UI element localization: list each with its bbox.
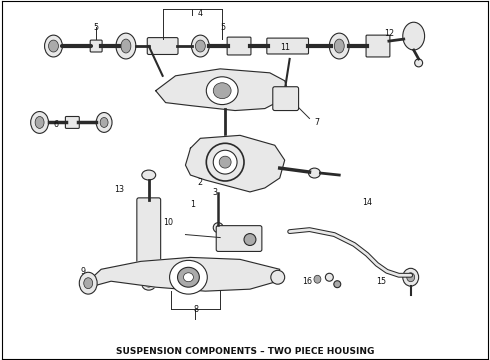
FancyBboxPatch shape [273, 87, 298, 111]
Text: 7: 7 [315, 118, 319, 127]
Ellipse shape [31, 112, 49, 133]
Ellipse shape [45, 35, 62, 57]
Ellipse shape [206, 77, 238, 105]
Ellipse shape [309, 168, 320, 178]
Ellipse shape [121, 39, 131, 53]
Ellipse shape [325, 273, 333, 281]
Ellipse shape [192, 35, 209, 57]
FancyBboxPatch shape [65, 117, 79, 129]
FancyBboxPatch shape [267, 38, 309, 54]
FancyBboxPatch shape [366, 35, 390, 57]
Ellipse shape [100, 117, 108, 127]
Ellipse shape [84, 278, 93, 289]
Text: 14: 14 [362, 198, 372, 207]
Text: 4: 4 [198, 9, 203, 18]
Ellipse shape [314, 275, 321, 283]
Ellipse shape [403, 268, 418, 286]
Ellipse shape [271, 270, 285, 284]
Ellipse shape [196, 40, 205, 52]
FancyBboxPatch shape [227, 37, 251, 55]
Ellipse shape [334, 39, 344, 53]
Ellipse shape [35, 117, 44, 129]
Ellipse shape [244, 234, 256, 246]
Ellipse shape [206, 143, 244, 181]
Ellipse shape [213, 150, 237, 174]
Text: 12: 12 [384, 29, 394, 38]
Text: SUSPENSION COMPONENTS – TWO PIECE HOUSING: SUSPENSION COMPONENTS – TWO PIECE HOUSIN… [116, 347, 374, 356]
Text: 5: 5 [220, 23, 226, 32]
Ellipse shape [219, 138, 231, 150]
FancyBboxPatch shape [137, 198, 161, 269]
Ellipse shape [415, 59, 422, 67]
Ellipse shape [407, 273, 415, 282]
Text: 9: 9 [81, 267, 86, 276]
Ellipse shape [183, 273, 194, 282]
FancyBboxPatch shape [216, 226, 262, 251]
Text: 11: 11 [280, 43, 290, 52]
Ellipse shape [329, 33, 349, 59]
Ellipse shape [142, 278, 156, 290]
Ellipse shape [334, 281, 341, 288]
Ellipse shape [79, 272, 97, 294]
FancyBboxPatch shape [147, 37, 178, 54]
FancyBboxPatch shape [90, 40, 102, 52]
Ellipse shape [213, 83, 231, 99]
Text: 1: 1 [190, 200, 195, 209]
Text: 3: 3 [213, 188, 218, 197]
Text: 5: 5 [94, 23, 98, 32]
Ellipse shape [145, 281, 152, 287]
Polygon shape [156, 69, 290, 111]
Ellipse shape [177, 267, 199, 287]
Ellipse shape [219, 156, 231, 168]
Text: 8: 8 [194, 305, 199, 314]
Text: 2: 2 [198, 178, 203, 187]
Ellipse shape [96, 113, 112, 132]
Ellipse shape [170, 260, 207, 294]
Ellipse shape [49, 40, 58, 52]
Polygon shape [185, 135, 285, 192]
Text: 6: 6 [54, 121, 59, 130]
Ellipse shape [403, 22, 425, 50]
Text: 16: 16 [302, 277, 313, 286]
Ellipse shape [213, 223, 223, 233]
Text: 13: 13 [114, 185, 124, 194]
Ellipse shape [142, 170, 156, 180]
Polygon shape [86, 257, 280, 291]
Text: 15: 15 [376, 277, 386, 286]
Ellipse shape [116, 33, 136, 59]
Text: 10: 10 [164, 218, 173, 227]
